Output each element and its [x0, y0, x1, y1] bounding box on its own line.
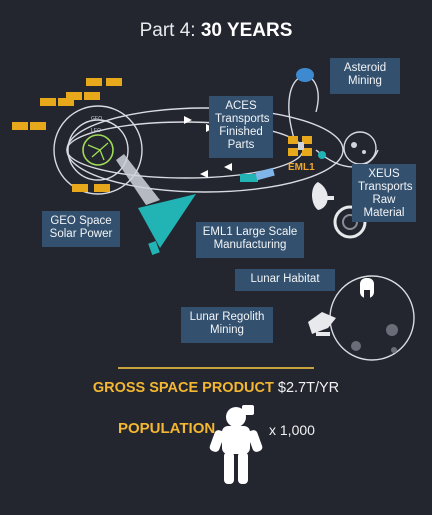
population-value: x 1,000	[269, 422, 315, 438]
asteroid-mining-label: Asteroid Mining	[330, 58, 400, 94]
gsp-value: $2.7T/YR	[277, 380, 340, 396]
population-label: POPULATION	[118, 420, 216, 437]
eml1-manufacturing-label: EML1 Large Scale Manufacturing	[196, 222, 304, 258]
leo-orbit-label: LEO	[91, 128, 101, 134]
lunar-habitat-label: Lunar Habitat	[235, 269, 335, 291]
manufacturing-station-icon	[312, 182, 367, 239]
xeus-label: XEUS Transports Raw Material	[352, 164, 416, 222]
page-title: Part 4: 30 YEARS	[0, 20, 432, 42]
geo-solar-power-label: GEO Space Solar Power	[42, 211, 120, 247]
gross-space-product: GROSS SPACE PRODUCT $2.7T/YR	[0, 380, 432, 396]
aces-label: ACES Transports Finished Parts	[209, 96, 273, 158]
divider	[118, 367, 314, 369]
eml1-label: EML1	[288, 162, 315, 173]
astronaut-icon	[209, 405, 263, 484]
moon-small-icon	[343, 131, 377, 165]
eml1-station-icon	[288, 136, 312, 156]
power-beam	[116, 154, 160, 205]
title-prefix: Part 4:	[139, 20, 196, 41]
title-emph: 30 YEARS	[200, 20, 293, 41]
gsp-label: GROSS SPACE PRODUCT	[92, 380, 274, 396]
aces-vehicle-icon	[240, 167, 275, 182]
geo-orbit-label: GEO	[91, 116, 102, 122]
xeus-pod-icon	[318, 151, 326, 159]
geo-dish-icon	[138, 194, 196, 256]
lunar-habitat-icon	[360, 278, 374, 298]
regolith-miner-icon	[308, 312, 336, 336]
earth-icon	[82, 134, 114, 166]
asteroid-icon	[296, 68, 314, 82]
solar-satellite-icon	[12, 78, 122, 192]
lunar-regolith-label: Lunar Regolith Mining	[181, 307, 273, 343]
